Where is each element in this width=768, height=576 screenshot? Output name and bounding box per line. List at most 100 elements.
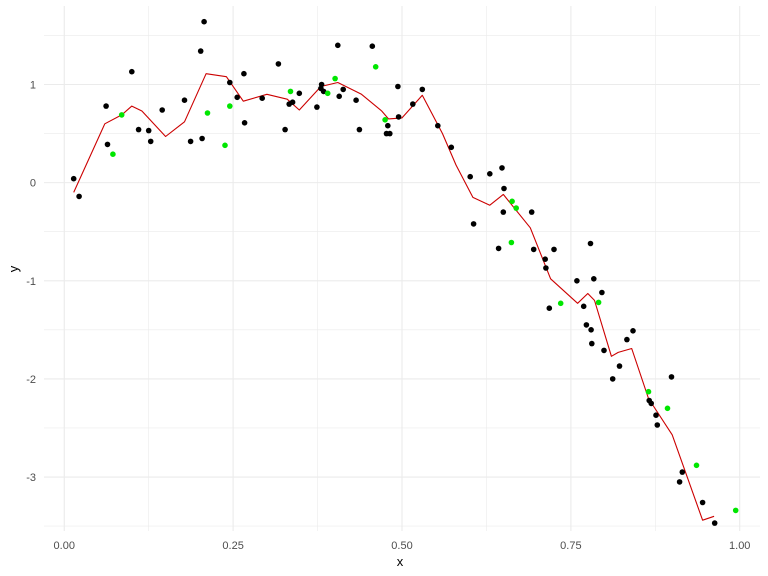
y-tick-label: -3 [26, 472, 36, 484]
black-data-point [181, 97, 188, 103]
black-data-point [500, 209, 507, 215]
black-data-point [314, 104, 320, 110]
black-data-point [296, 90, 303, 97]
black-data-point [543, 265, 549, 271]
green-data-point [508, 239, 515, 246]
black-data-point [356, 126, 363, 133]
black-data-point [135, 126, 142, 133]
black-data-point [147, 138, 154, 145]
black-data-point [410, 101, 416, 107]
black-data-point [234, 94, 240, 101]
green-data-point [693, 462, 700, 469]
green-data-point [332, 75, 338, 82]
black-data-point [385, 122, 391, 129]
green-data-point [382, 117, 388, 123]
x-tick-label: 0.75 [560, 540, 581, 552]
black-data-point [711, 520, 718, 526]
fit-line-layer [73, 73, 715, 521]
black-data-point [699, 499, 706, 506]
black-data-point [574, 278, 580, 284]
black-data-point [528, 209, 535, 215]
black-data-point [542, 256, 548, 263]
green-data-point [645, 388, 652, 395]
y-tick-label: -2 [26, 374, 36, 386]
black-data-point [630, 328, 636, 334]
black-data-point [580, 303, 587, 310]
green-data-point [118, 112, 125, 118]
green-data-point [509, 198, 515, 205]
black-data-point [589, 340, 595, 347]
y-tick-labels: 1 0 -1 -2 -3 [26, 80, 36, 485]
black-data-point [495, 245, 502, 252]
black-data-point [601, 347, 607, 354]
black-data-point [259, 95, 266, 101]
black-data-point [648, 400, 654, 407]
black-data-point [369, 43, 376, 49]
black-data-point [353, 97, 359, 103]
green-data-point [557, 300, 564, 307]
black-data-point [588, 327, 594, 333]
x-tick-labels: 0.00 0.25 0.50 0.75 1.00 [54, 540, 751, 552]
black-data-point [70, 175, 77, 182]
black-data-point [103, 103, 109, 109]
black-data-point [335, 42, 341, 49]
y-tick-label: 1 [30, 80, 36, 92]
black-data-point [676, 479, 683, 485]
black-data-point [530, 246, 537, 253]
green-data-point [110, 151, 116, 157]
y-tick-label: -1 [26, 276, 36, 288]
black-data-point [76, 193, 82, 200]
black-data-point [616, 363, 623, 369]
black-data-point [227, 79, 233, 86]
black-data-point [395, 83, 401, 90]
black-data-point [609, 376, 616, 382]
green-data-point [324, 90, 331, 97]
black-data-point [340, 86, 347, 93]
black-data-point [419, 86, 426, 93]
black-data-point [470, 221, 477, 227]
black-data-point [282, 126, 288, 133]
black-data-point [546, 305, 553, 312]
black-data-point [587, 240, 594, 247]
black-data-point [668, 374, 675, 380]
black-data-point [197, 48, 204, 54]
black-data-point [145, 127, 152, 134]
x-tick-label: 0.00 [54, 540, 75, 552]
black-data-point [591, 276, 597, 282]
black-data-point [318, 81, 325, 88]
black-data-point [159, 107, 165, 113]
black-data-point [653, 412, 659, 419]
green-data-point [227, 103, 233, 109]
black-data-point [275, 61, 282, 67]
black-data-point [387, 130, 393, 137]
green-data-point [664, 405, 671, 412]
black-data-point [201, 18, 207, 25]
green-data-point [287, 88, 294, 95]
black-data-point [395, 114, 402, 120]
black-data-point [104, 141, 111, 148]
black-data-point [624, 336, 630, 343]
black-data-point [599, 289, 605, 296]
black-data-point [654, 422, 661, 428]
fit-line [73, 73, 715, 521]
black-data-point [129, 68, 135, 75]
green-data-point [204, 110, 211, 116]
black-data-point [241, 70, 247, 77]
x-tick-label: 0.25 [222, 540, 243, 552]
points-layer [70, 18, 739, 526]
black-data-point [241, 120, 248, 126]
black-data-point [467, 173, 474, 180]
x-tick-label: 0.50 [391, 540, 412, 552]
black-data-point [499, 165, 505, 171]
black-data-point [583, 322, 590, 328]
green-data-point [372, 64, 379, 70]
y-tick-label: 0 [30, 178, 36, 190]
black-data-point [289, 99, 296, 105]
black-data-point [551, 246, 557, 253]
black-data-point [448, 144, 455, 151]
y-axis-title: y [6, 265, 21, 272]
grid-major [44, 6, 760, 531]
black-data-point [487, 171, 493, 177]
black-data-point [187, 138, 194, 145]
